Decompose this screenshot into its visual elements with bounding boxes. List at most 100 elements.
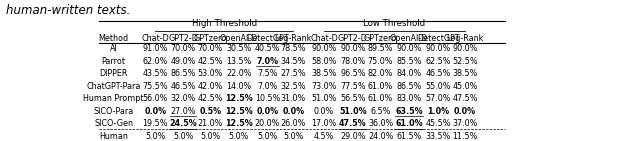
Text: 12.5%: 12.5% — [225, 119, 253, 128]
Text: 62.5%: 62.5% — [426, 57, 451, 66]
Text: 0.0%: 0.0% — [314, 107, 334, 116]
Text: AI: AI — [110, 44, 118, 53]
Text: 52.5%: 52.5% — [452, 57, 477, 66]
Text: 51.0%: 51.0% — [311, 94, 337, 103]
Text: human-written texts.: human-written texts. — [6, 4, 131, 17]
Text: 56.0%: 56.0% — [143, 94, 168, 103]
Text: 45.0%: 45.0% — [452, 82, 477, 91]
Text: Method: Method — [99, 34, 129, 43]
Text: 86.5%: 86.5% — [170, 69, 196, 78]
Text: Parrot: Parrot — [102, 57, 125, 66]
Text: 55.0%: 55.0% — [426, 82, 451, 91]
Text: 24.5%: 24.5% — [170, 119, 197, 128]
Text: OpenAI-D: OpenAI-D — [390, 34, 428, 43]
Text: 17.0%: 17.0% — [311, 119, 337, 128]
Text: 78.0%: 78.0% — [340, 57, 365, 66]
Text: 24.0%: 24.0% — [368, 132, 393, 141]
Text: 7.0%: 7.0% — [257, 82, 278, 91]
Text: 51.0%: 51.0% — [339, 107, 367, 116]
Text: 61.0%: 61.0% — [368, 82, 393, 91]
Text: 11.5%: 11.5% — [452, 132, 477, 141]
Text: 0.0%: 0.0% — [282, 107, 305, 116]
Text: Low Threshold: Low Threshold — [364, 19, 426, 28]
Text: GPTzero: GPTzero — [194, 34, 227, 43]
Text: 12.5%: 12.5% — [225, 107, 253, 116]
Text: 47.5%: 47.5% — [452, 94, 477, 103]
Text: 78.5%: 78.5% — [280, 44, 306, 53]
Text: 5.0%: 5.0% — [228, 132, 249, 141]
Text: 90.0%: 90.0% — [426, 44, 451, 53]
Text: 46.5%: 46.5% — [170, 82, 196, 91]
Text: 77.5%: 77.5% — [340, 82, 365, 91]
Text: 42.5%: 42.5% — [198, 94, 223, 103]
Text: 90.0%: 90.0% — [396, 44, 422, 53]
Text: DetectGPT: DetectGPT — [417, 34, 460, 43]
Text: 36.0%: 36.0% — [368, 119, 393, 128]
Text: 20.0%: 20.0% — [255, 119, 280, 128]
Text: 49.0%: 49.0% — [170, 57, 196, 66]
Text: 38.5%: 38.5% — [452, 69, 477, 78]
Text: GPTzero: GPTzero — [364, 34, 397, 43]
Text: 84.0%: 84.0% — [396, 69, 422, 78]
Text: 90.0%: 90.0% — [340, 44, 365, 53]
Text: 5.0%: 5.0% — [173, 132, 193, 141]
Text: 7.5%: 7.5% — [257, 69, 278, 78]
Text: 83.0%: 83.0% — [396, 94, 422, 103]
Text: 32.5%: 32.5% — [280, 82, 306, 91]
Text: 75.0%: 75.0% — [368, 57, 394, 66]
Text: 1.0%: 1.0% — [427, 107, 449, 116]
Text: 38.5%: 38.5% — [311, 69, 337, 78]
Text: 5.0%: 5.0% — [200, 132, 221, 141]
Text: 22.0%: 22.0% — [226, 69, 252, 78]
Text: 31.0%: 31.0% — [281, 94, 306, 103]
Text: 61.0%: 61.0% — [368, 94, 393, 103]
Text: Log-Rank: Log-Rank — [275, 34, 312, 43]
Text: Chat-D: Chat-D — [310, 34, 338, 43]
Text: 96.5%: 96.5% — [340, 69, 365, 78]
Text: 5.0%: 5.0% — [145, 132, 166, 141]
Text: 33.5%: 33.5% — [426, 132, 451, 141]
Text: 0.0%: 0.0% — [145, 107, 166, 116]
Text: 90.0%: 90.0% — [452, 44, 477, 53]
Text: 42.5%: 42.5% — [198, 57, 223, 66]
Text: 46.5%: 46.5% — [426, 69, 451, 78]
Text: 30.5%: 30.5% — [226, 44, 252, 53]
Text: 5.0%: 5.0% — [283, 132, 303, 141]
Text: 57.0%: 57.0% — [426, 94, 451, 103]
Text: 34.5%: 34.5% — [280, 57, 306, 66]
Text: 14.0%: 14.0% — [226, 82, 252, 91]
Text: 91.0%: 91.0% — [143, 44, 168, 53]
Text: 6.5%: 6.5% — [371, 107, 391, 116]
Text: SICO-Para: SICO-Para — [93, 107, 134, 116]
Text: High Threshold: High Threshold — [192, 19, 257, 28]
Text: 0.0%: 0.0% — [454, 107, 476, 116]
Text: 86.5%: 86.5% — [396, 82, 422, 91]
Text: 70.0%: 70.0% — [170, 44, 196, 53]
Text: 26.0%: 26.0% — [280, 119, 306, 128]
Text: 4.5%: 4.5% — [314, 132, 334, 141]
Text: 70.0%: 70.0% — [198, 44, 223, 53]
Text: 56.5%: 56.5% — [340, 94, 365, 103]
Text: 19.5%: 19.5% — [143, 119, 168, 128]
Text: 32.0%: 32.0% — [170, 94, 196, 103]
Text: 89.5%: 89.5% — [368, 44, 394, 53]
Text: 75.5%: 75.5% — [143, 82, 168, 91]
Text: SICO-Gen: SICO-Gen — [94, 119, 133, 128]
Text: GPT2-D: GPT2-D — [338, 34, 368, 43]
Text: 27.0%: 27.0% — [170, 107, 196, 116]
Text: 12.5%: 12.5% — [225, 94, 253, 103]
Text: Human Prompt: Human Prompt — [83, 94, 144, 103]
Text: 61.5%: 61.5% — [396, 132, 422, 141]
Text: 45.5%: 45.5% — [426, 119, 451, 128]
Text: 61.0%: 61.0% — [395, 119, 422, 128]
Text: 0.0%: 0.0% — [257, 107, 278, 116]
Text: 63.5%: 63.5% — [395, 107, 422, 116]
Text: 10.5%: 10.5% — [255, 94, 280, 103]
Text: 0.5%: 0.5% — [200, 107, 221, 116]
Text: Human: Human — [99, 132, 128, 141]
Text: DetectGPT: DetectGPT — [246, 34, 289, 43]
Text: OpenAI-D: OpenAI-D — [220, 34, 258, 43]
Text: 40.5%: 40.5% — [255, 44, 280, 53]
Text: Log-Rank: Log-Rank — [446, 34, 484, 43]
Text: 85.5%: 85.5% — [396, 57, 422, 66]
